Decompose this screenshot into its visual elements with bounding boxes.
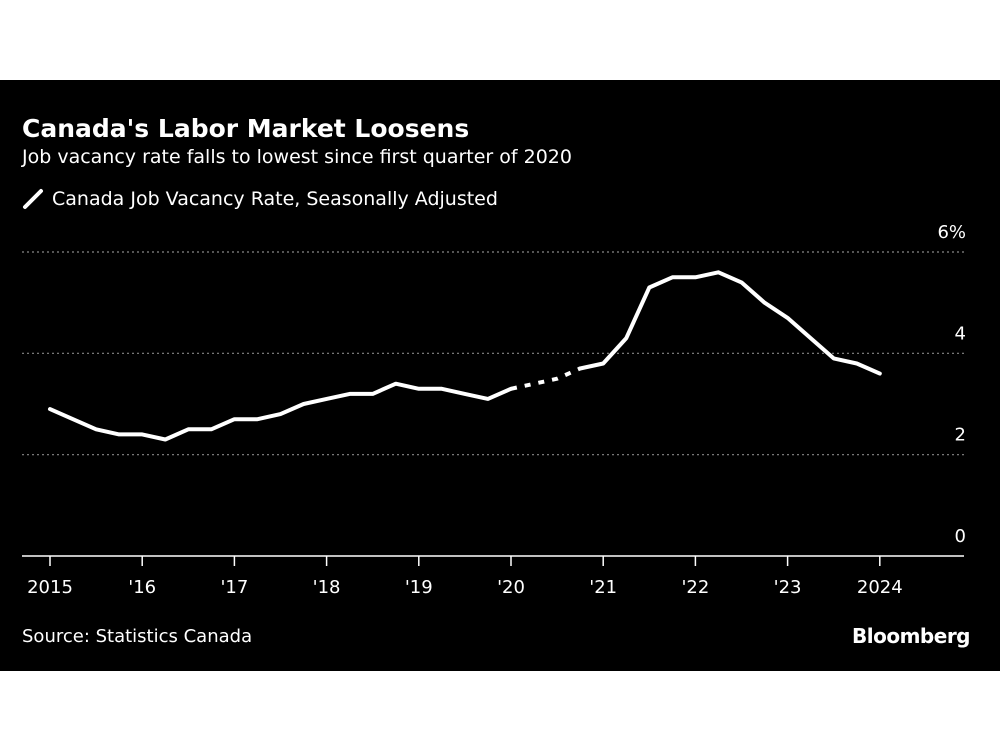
chart-panel: [0, 80, 1000, 671]
y-tick-label: 4: [955, 323, 966, 344]
series-line-segment: [48, 381, 513, 442]
x-tick-label: '20: [497, 577, 525, 598]
bloomberg-logo: Bloomberg: [852, 624, 970, 648]
x-tick-label: '23: [774, 577, 802, 598]
y-tick-label: 6%: [937, 222, 966, 243]
y-tick-label: 0: [955, 526, 966, 547]
x-tick-label: 2015: [27, 577, 73, 598]
legend: Canada Job Vacancy Rate, Seasonally Adju…: [22, 188, 498, 210]
x-tick-label: '21: [589, 577, 617, 598]
series-line-dotted-segment: [510, 366, 581, 391]
series-line-segment: [578, 270, 882, 376]
y-tick-label: 2: [955, 425, 966, 446]
legend-label: Canada Job Vacancy Rate, Seasonally Adju…: [52, 188, 498, 210]
x-tick-label: '18: [313, 577, 341, 598]
legend-line-icon: [23, 189, 43, 209]
x-tick-label: 2024: [857, 577, 903, 598]
x-tick-label: '19: [405, 577, 433, 598]
x-tick-label: '17: [220, 577, 248, 598]
x-tick-label: '22: [681, 577, 709, 598]
x-tick-label: '16: [128, 577, 156, 598]
source-note: Source: Statistics Canada: [22, 626, 253, 647]
chart-title: Canada's Labor Market Loosens: [22, 114, 470, 143]
chart-subtitle: Job vacancy rate falls to lowest since f…: [22, 146, 572, 168]
